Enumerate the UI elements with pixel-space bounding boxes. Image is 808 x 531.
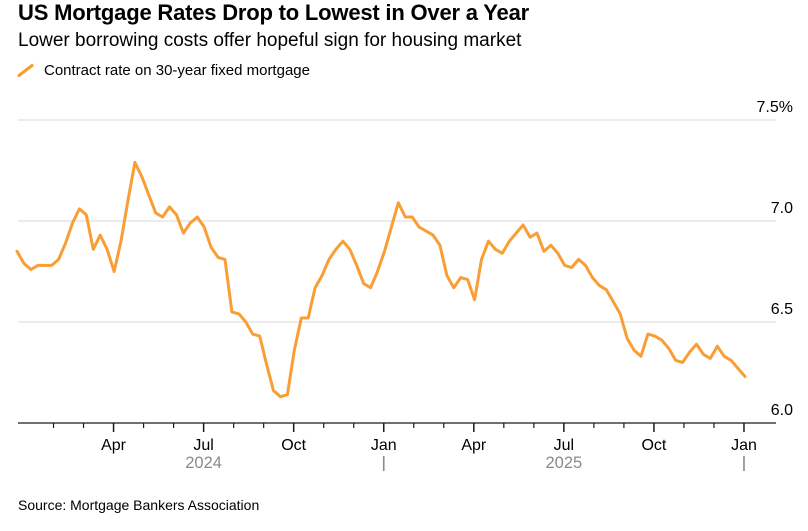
x-axis-month-label: Apr xyxy=(101,437,127,454)
x-axis-month-label: Jan xyxy=(731,437,757,454)
legend: Contract rate on 30-year fixed mortgage xyxy=(16,62,310,79)
x-axis-month-label: Jan xyxy=(371,437,397,454)
x-axis-month-label: Oct xyxy=(641,437,666,454)
x-axis-month-label: Jul xyxy=(193,437,213,454)
y-axis-label: 6.5 xyxy=(771,301,793,318)
mortgage-rate-line xyxy=(15,160,747,399)
data-series xyxy=(15,160,747,399)
chart-title: US Mortgage Rates Drop to Lowest in Over… xyxy=(18,0,529,25)
y-axis-label: 6.0 xyxy=(771,402,793,419)
legend-label: Contract rate on 30-year fixed mortgage xyxy=(44,62,310,79)
year-label: 2025 xyxy=(546,454,583,472)
x-axis-labels: Apr Jul Oct Jan Apr Jul Oct Jan 2024 2025 xyxy=(101,437,757,472)
y-axis-labels: 7.5% 7.0 6.5 6.0 xyxy=(757,99,794,419)
source-note: Source: Mortgage Bankers Association xyxy=(18,497,260,513)
x-axis-month-label: Apr xyxy=(461,437,487,454)
y-axis-label: 7.5% xyxy=(757,99,793,116)
x-axis-month-label: Oct xyxy=(281,437,306,454)
year-label: 2024 xyxy=(185,454,222,472)
line-series-slash-icon xyxy=(17,63,34,78)
x-axis xyxy=(18,422,776,432)
y-axis-label: 7.0 xyxy=(771,200,793,217)
chart-subtitle: Lower borrowing costs offer hopeful sign… xyxy=(18,30,522,51)
x-axis-month-label: Jul xyxy=(554,437,574,454)
gridlines xyxy=(18,119,776,323)
